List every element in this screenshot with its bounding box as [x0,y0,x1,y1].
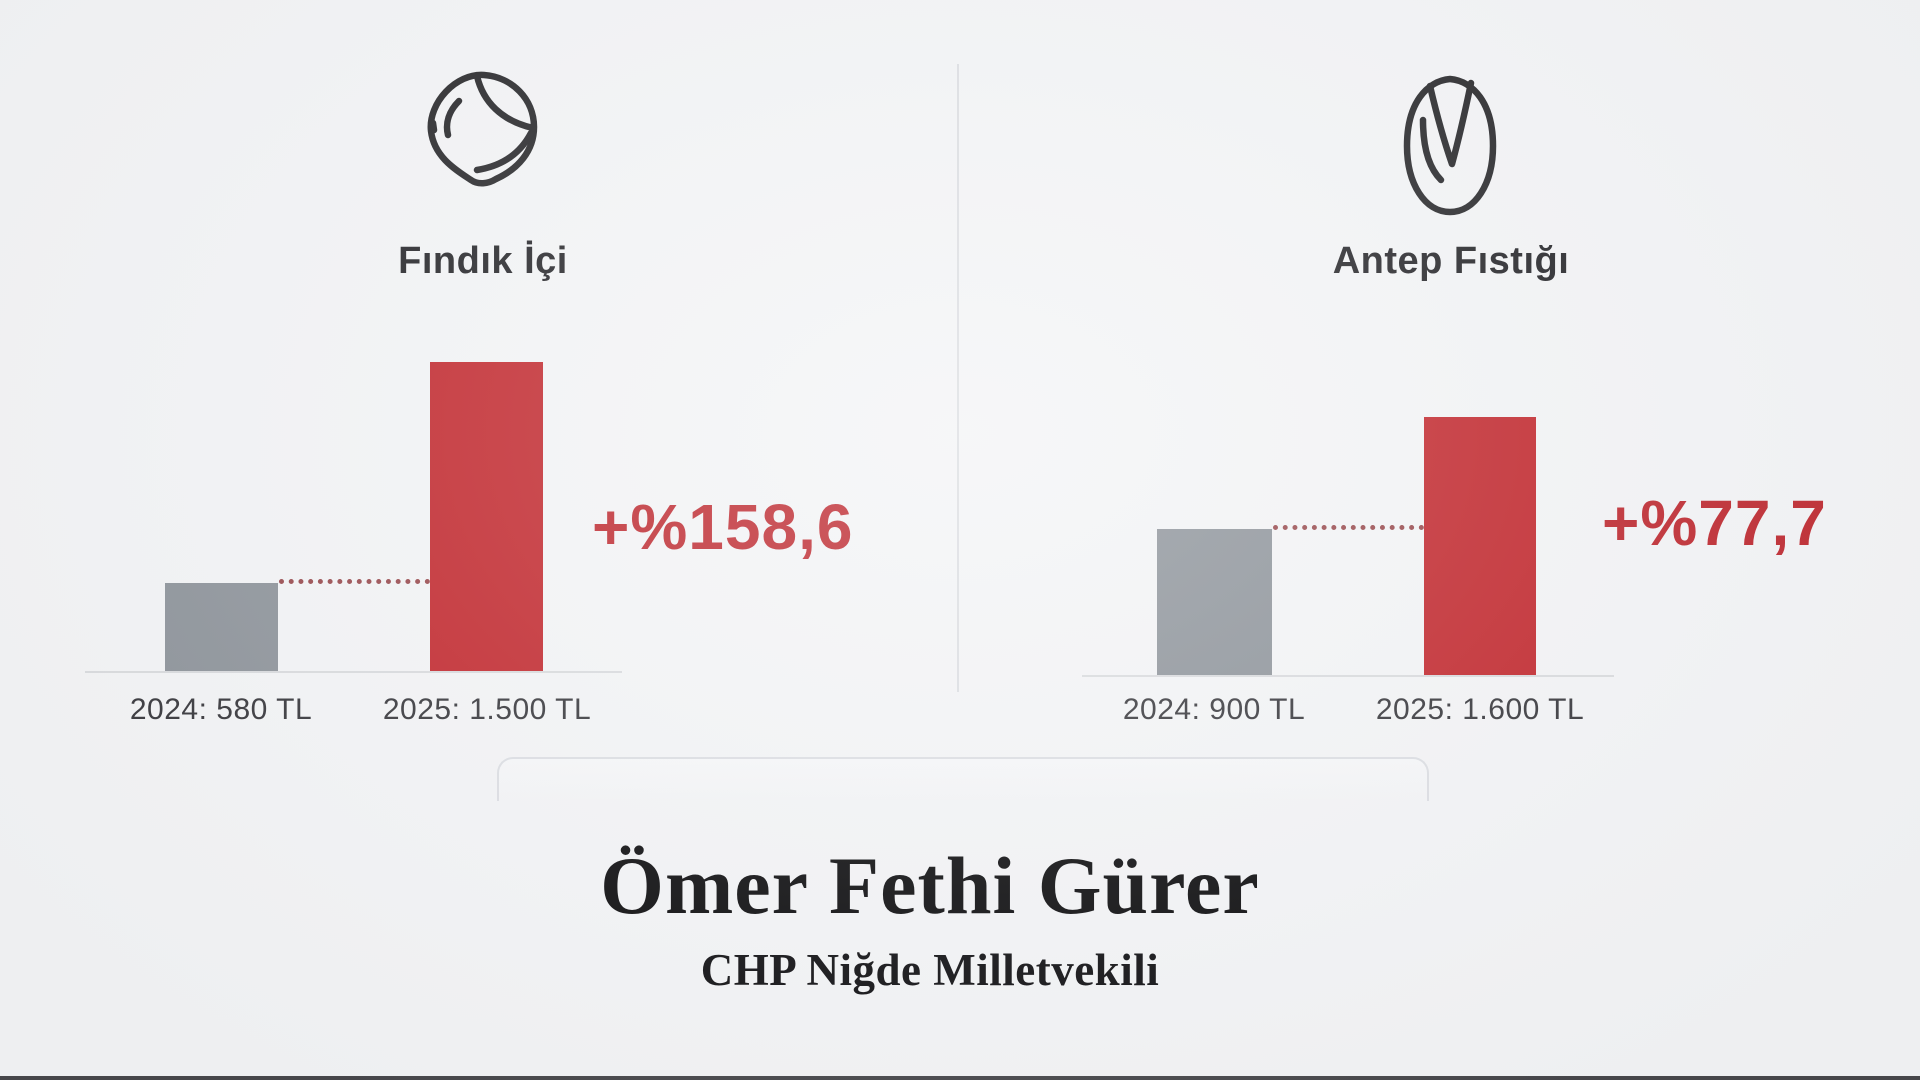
hazelnut-chart-section: Fındık İçi 2024: 580 TL 2025: 1.500 TL +… [0,0,958,760]
chart-title-antep: Antep Fıstığı [1332,240,1570,282]
percent-change-findik: +%158,6 [592,491,854,563]
bar-label-2025-antep: 2025: 1.600 TL [1375,693,1585,726]
pistachio-icon [1403,75,1497,216]
bar-2024-findik [165,583,278,671]
reference-dotted-line [1273,525,1424,530]
footer-card-outline [497,757,1429,801]
chart-title-findik: Fındık İçi [398,240,568,282]
person-title: CHP Niğde Milletvekili [700,945,1160,995]
bar-label-2024-findik: 2024: 580 TL [129,693,313,726]
bar-label-2025-findik: 2025: 1.500 TL [382,693,592,726]
pistachio-chart-section: Antep Fıstığı 2024: 900 TL 2025: 1.600 T… [960,0,1920,760]
section-divider [957,64,959,692]
axis-baseline [85,671,622,673]
hazelnut-icon [427,71,538,187]
axis-baseline [1082,675,1614,677]
bar-2025-antep [1424,417,1536,675]
bar-2024-antep [1157,529,1272,675]
person-name: Ömer Fethi Gürer [600,840,1260,931]
percent-change-antep: +%77,7 [1602,487,1827,559]
bar-label-2024-antep: 2024: 900 TL [1122,693,1306,726]
reference-dotted-line [279,579,430,584]
bar-2025-findik [430,362,543,671]
bottom-edge-strip [0,1076,1920,1080]
